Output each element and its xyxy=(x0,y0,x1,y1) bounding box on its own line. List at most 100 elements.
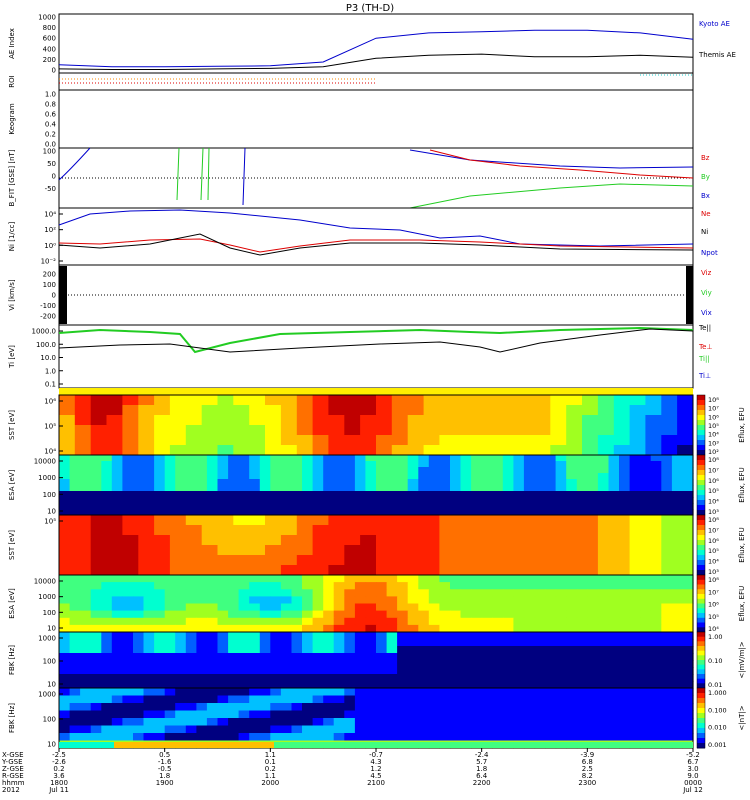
sst2-cell xyxy=(185,535,203,546)
esa2-cell xyxy=(629,610,641,619)
sst2-cell xyxy=(566,535,583,546)
fbk1-cell xyxy=(365,660,377,668)
fbk2-cell xyxy=(111,725,123,734)
esa1-cell xyxy=(682,473,694,480)
fbk1-cell xyxy=(619,674,631,682)
esa2-cell xyxy=(682,617,694,626)
esa1-cell xyxy=(238,473,250,480)
sst1-cell xyxy=(169,405,187,416)
esa1-cell xyxy=(133,509,145,516)
esa1-cell xyxy=(502,491,514,498)
sst2-cell xyxy=(486,555,504,566)
sst2-cell xyxy=(471,555,488,566)
esa2-cell xyxy=(629,575,641,583)
fbk1-cell xyxy=(101,667,113,675)
sst1-cell xyxy=(233,395,250,406)
sst1-cell xyxy=(233,445,250,456)
sst1-cell xyxy=(534,405,551,416)
esa2-cell xyxy=(280,596,293,605)
sst1-cell xyxy=(185,445,203,456)
sst2-cell xyxy=(518,555,535,566)
esa1-cell xyxy=(545,503,557,510)
fbk2-cell xyxy=(302,703,314,712)
fbk2-cell xyxy=(460,695,472,704)
esa2-cell xyxy=(492,582,504,590)
fbk2-colorbar-cell xyxy=(697,713,705,719)
esa1-cell xyxy=(397,503,409,510)
fbk2-cell xyxy=(365,718,377,727)
esa2-cell xyxy=(101,589,113,597)
fbk2-cell xyxy=(629,703,641,712)
sst1-cell xyxy=(122,395,139,406)
fbk1-cell xyxy=(671,646,684,654)
esa1-cell xyxy=(545,473,557,480)
fbk1-colorbar-cell xyxy=(697,660,705,666)
fbk2-cell xyxy=(291,688,303,697)
fbk1-cell xyxy=(259,639,271,647)
fbk2-cell xyxy=(249,710,261,719)
fbk1-colorbar-cell xyxy=(697,664,705,670)
sst2-ytick-label: 10⁵ xyxy=(44,518,56,526)
esa2-cell xyxy=(323,624,335,633)
fbk2-cell xyxy=(154,710,166,719)
sst2-cell xyxy=(169,555,187,566)
sst2-cell xyxy=(154,555,171,566)
fbk2-cell xyxy=(217,688,229,697)
sst1-cell xyxy=(613,435,631,446)
esa2-cell xyxy=(492,589,504,597)
sst2-colorbar-cell xyxy=(697,545,705,551)
fbk1-cell xyxy=(428,674,440,682)
esa1-cell xyxy=(101,491,113,498)
esa2-colorbar-tick: 10⁴ xyxy=(708,625,719,633)
sst2-cell xyxy=(534,515,551,526)
fbk1-cell xyxy=(80,660,92,668)
sst1-cell xyxy=(597,405,615,416)
esa2-cell xyxy=(270,617,282,626)
esa1-colorbar-cell xyxy=(697,505,705,511)
sst1-cell xyxy=(550,445,567,456)
fbk2-cell xyxy=(555,703,567,712)
esa1-cell xyxy=(312,485,324,492)
esa2-cell xyxy=(69,624,81,633)
esa1-cell xyxy=(206,479,219,486)
fbk1-cell xyxy=(196,660,208,668)
esa1-cell xyxy=(238,461,250,468)
esa2-cell xyxy=(587,582,599,590)
fbk1-cell xyxy=(460,674,472,682)
esa1-cell xyxy=(597,455,610,462)
esa1-cell xyxy=(418,497,430,504)
fbk1-cell xyxy=(133,632,145,640)
esa1-cell xyxy=(196,479,208,486)
sst2-cell xyxy=(376,525,393,536)
fbk2-cell xyxy=(333,695,345,704)
esa2-cell xyxy=(450,624,462,633)
sst2-cell xyxy=(312,565,329,576)
esa1-cell xyxy=(69,479,81,486)
fbk2-cell xyxy=(69,710,81,719)
fbk2-cell xyxy=(397,703,409,712)
esa1-cell xyxy=(555,503,567,510)
esa1-cell xyxy=(196,467,208,474)
fbk1-cell xyxy=(555,660,567,668)
fbk2-ytick-label: 10 xyxy=(47,741,56,749)
esa2-cell xyxy=(640,589,652,597)
esa1-colorbar-cell xyxy=(697,460,705,466)
fbk2-cell xyxy=(608,725,620,734)
fbk1-cell xyxy=(481,660,493,668)
sst1-cell xyxy=(249,445,266,456)
esa1-cell xyxy=(661,461,673,468)
sst2-cell xyxy=(185,565,203,576)
fbk1-cell xyxy=(365,646,377,654)
fbk1-cell xyxy=(365,667,377,675)
fbk1-cell xyxy=(59,632,71,640)
esa2-cell xyxy=(386,589,398,597)
esa2-cell xyxy=(90,596,102,605)
fbk2-cell xyxy=(376,718,388,727)
esa1-colorbar-cell xyxy=(697,490,705,496)
esa1-cell xyxy=(566,467,578,474)
fbk1-cell xyxy=(312,646,324,654)
esa1-cell xyxy=(270,509,282,516)
sst1-cell xyxy=(328,425,345,436)
esa1-cell xyxy=(534,503,546,510)
fbk2-cell xyxy=(69,725,81,734)
